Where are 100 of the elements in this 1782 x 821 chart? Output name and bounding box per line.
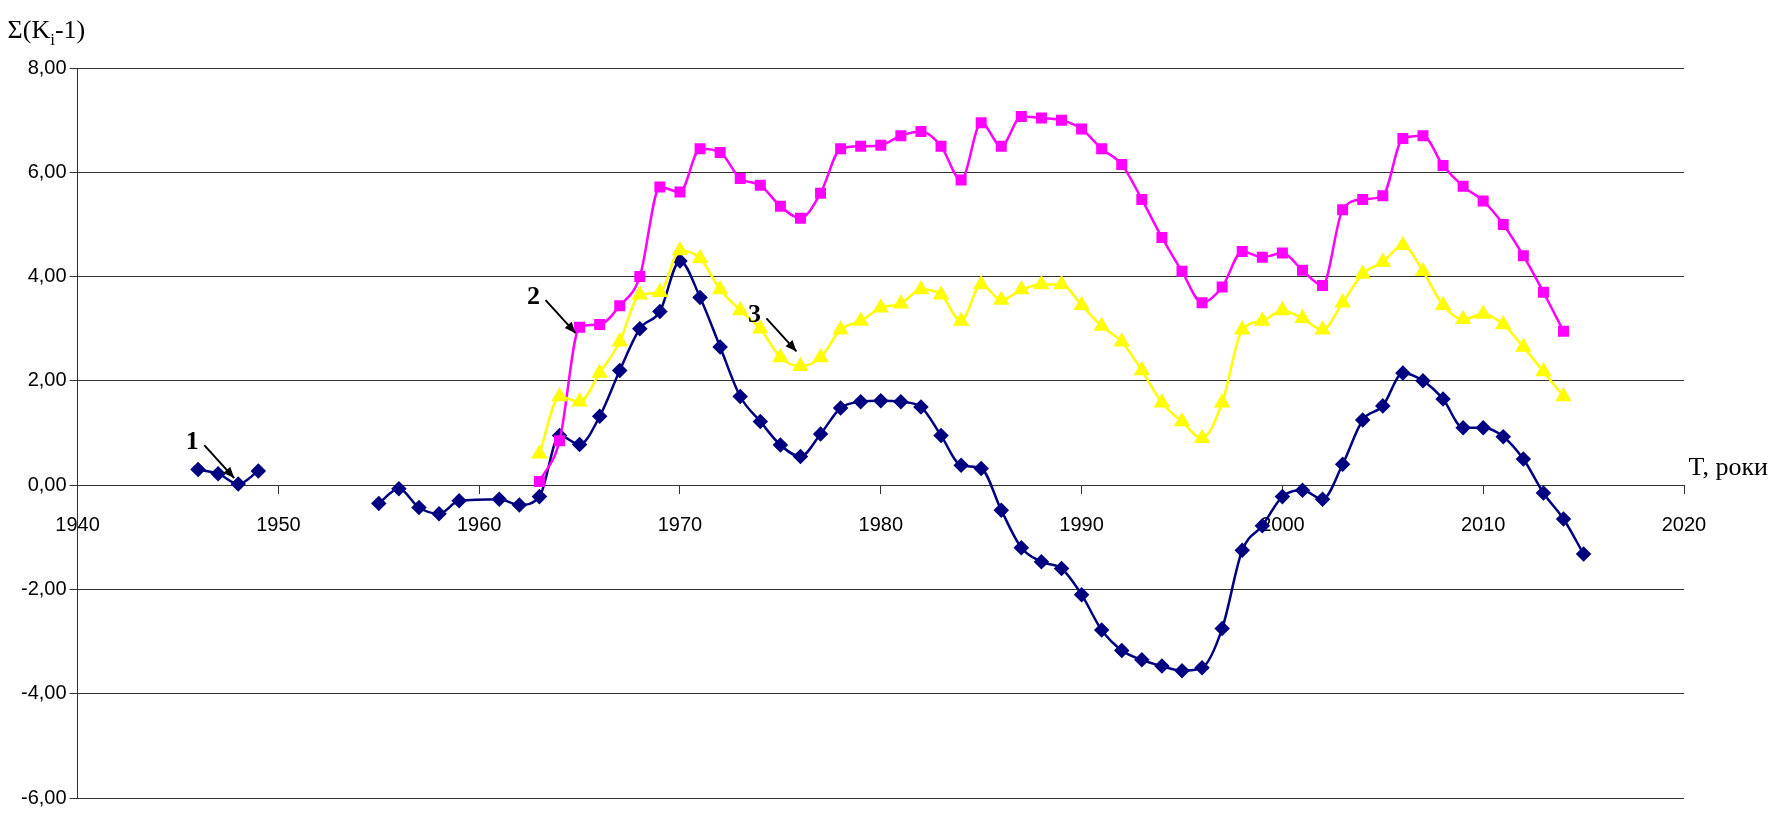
point — [712, 281, 728, 295]
point — [815, 187, 827, 199]
point — [774, 200, 786, 212]
point — [955, 174, 967, 186]
point — [1357, 193, 1369, 205]
point — [1156, 231, 1168, 243]
point — [975, 117, 987, 129]
point — [1337, 204, 1349, 216]
point — [694, 143, 706, 155]
point — [895, 130, 907, 142]
point — [1134, 362, 1150, 376]
point — [1056, 114, 1068, 126]
point — [1558, 325, 1570, 337]
point — [532, 445, 547, 459]
y-tick-label: 4,00 — [27, 264, 67, 287]
point — [1096, 143, 1108, 155]
point — [1216, 281, 1228, 293]
point — [1255, 312, 1270, 326]
point — [1355, 265, 1371, 279]
point — [1074, 297, 1089, 310]
point — [592, 364, 607, 378]
point — [1556, 388, 1571, 402]
point — [714, 146, 726, 158]
point — [1295, 310, 1310, 324]
point — [1196, 297, 1208, 309]
point — [632, 286, 648, 300]
point — [1455, 311, 1471, 325]
point — [672, 242, 688, 256]
point — [614, 300, 626, 312]
y-tick-label: -6,00 — [20, 785, 67, 808]
point — [1537, 286, 1549, 298]
point — [833, 321, 848, 335]
point — [1516, 338, 1531, 352]
x-tick-label: 1970 — [657, 512, 703, 535]
point — [652, 283, 668, 297]
point — [692, 250, 708, 264]
point — [1395, 237, 1411, 251]
y-tick-label: -2,00 — [20, 576, 67, 599]
point — [1116, 158, 1128, 170]
point — [1174, 413, 1190, 427]
point — [1437, 160, 1449, 171]
point — [855, 140, 867, 152]
point — [1136, 193, 1148, 205]
point — [1495, 316, 1511, 330]
point — [813, 349, 828, 363]
point — [574, 321, 586, 333]
point — [1457, 180, 1469, 192]
x-tick-label: 2020 — [1661, 512, 1707, 535]
point — [1517, 250, 1529, 262]
x-tick-label: 1980 — [858, 512, 904, 535]
x-tick-label: 1960 — [456, 512, 502, 535]
point — [1114, 333, 1130, 347]
point — [1375, 253, 1391, 267]
point — [1154, 394, 1170, 408]
point — [973, 276, 989, 290]
point — [913, 281, 929, 295]
point — [1236, 246, 1248, 258]
point — [875, 139, 887, 151]
point — [1536, 363, 1551, 377]
point — [732, 302, 748, 316]
point — [654, 181, 666, 193]
point — [1397, 132, 1409, 144]
point — [1014, 281, 1029, 295]
point — [552, 388, 567, 402]
point — [1435, 297, 1451, 310]
point — [1214, 394, 1230, 408]
point — [753, 320, 768, 334]
point — [1477, 195, 1489, 207]
annotation: 2 — [527, 281, 541, 311]
point — [1296, 264, 1308, 276]
point — [572, 393, 587, 407]
point — [933, 286, 949, 300]
point — [1176, 265, 1188, 277]
point — [754, 179, 766, 191]
point — [612, 333, 628, 347]
point — [1415, 263, 1431, 277]
x-tick-label: 1950 — [256, 512, 301, 535]
y-tick-label: 6,00 — [27, 159, 67, 182]
point — [835, 143, 847, 155]
point — [893, 295, 909, 309]
point — [734, 173, 746, 185]
point — [1035, 112, 1047, 124]
point — [594, 319, 606, 331]
point — [1497, 218, 1509, 230]
y-tick-label: 2,00 — [27, 368, 67, 391]
point — [1377, 190, 1389, 202]
point — [915, 126, 927, 138]
point — [1276, 247, 1288, 259]
point — [1234, 321, 1250, 335]
point — [1015, 111, 1027, 122]
y-tick-label: -4,00 — [20, 681, 67, 704]
point — [873, 299, 889, 313]
point — [1417, 130, 1429, 142]
point — [674, 186, 686, 198]
point — [1094, 317, 1109, 331]
point — [935, 140, 947, 152]
point — [995, 140, 1007, 152]
point — [1315, 321, 1330, 335]
point — [853, 312, 869, 326]
annotation: 3 — [747, 299, 761, 329]
